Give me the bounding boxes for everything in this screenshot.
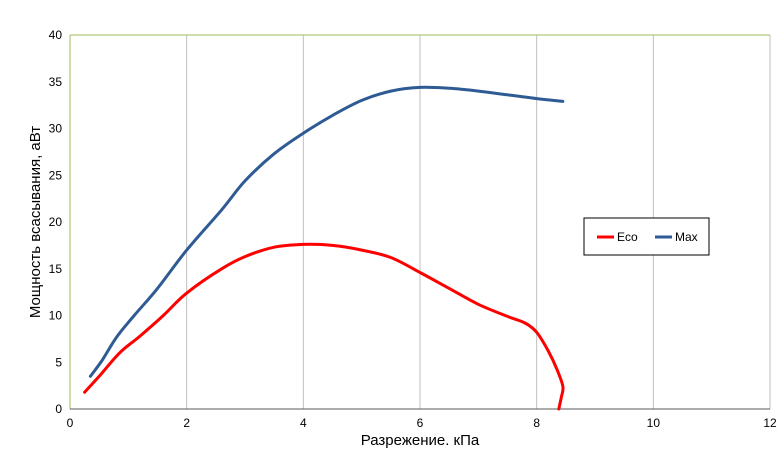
axes: [69, 34, 770, 410]
x-tick-label: 4: [300, 416, 307, 430]
y-tick-label: 40: [49, 28, 63, 42]
y-tick-label: 30: [49, 122, 63, 136]
y-axis-title: Мощность всасывания, аВт: [27, 126, 44, 318]
tick-labels: 0 2 4 6 8 10 12 0 5 10 15 20 25 30 35 40: [49, 28, 777, 430]
x-axis-title: Разрежение. кПа: [361, 432, 480, 449]
y-tick-label: 20: [49, 215, 63, 229]
x-tick-label: 12: [763, 416, 777, 430]
y-tick-label: 5: [55, 355, 62, 369]
y-tick-label: 25: [49, 168, 63, 182]
x-tick-label: 6: [417, 416, 424, 430]
legend: Eco Max: [583, 217, 710, 256]
series: [83, 85, 565, 411]
x-tick-label: 2: [183, 416, 190, 430]
y-tick-label: 10: [49, 309, 63, 323]
x-tick-label: 8: [533, 416, 540, 430]
x-tick-label: 10: [647, 416, 661, 430]
legend-label-max: Max: [675, 230, 698, 244]
series-line-max: [88, 85, 565, 378]
y-tick-label: 0: [55, 402, 62, 416]
y-tick-label: 15: [49, 262, 63, 276]
series-line-eco: [83, 242, 565, 411]
y-tick-label: 35: [49, 75, 63, 89]
legend-label-eco: Eco: [617, 230, 638, 244]
x-tick-label: 0: [67, 416, 74, 430]
